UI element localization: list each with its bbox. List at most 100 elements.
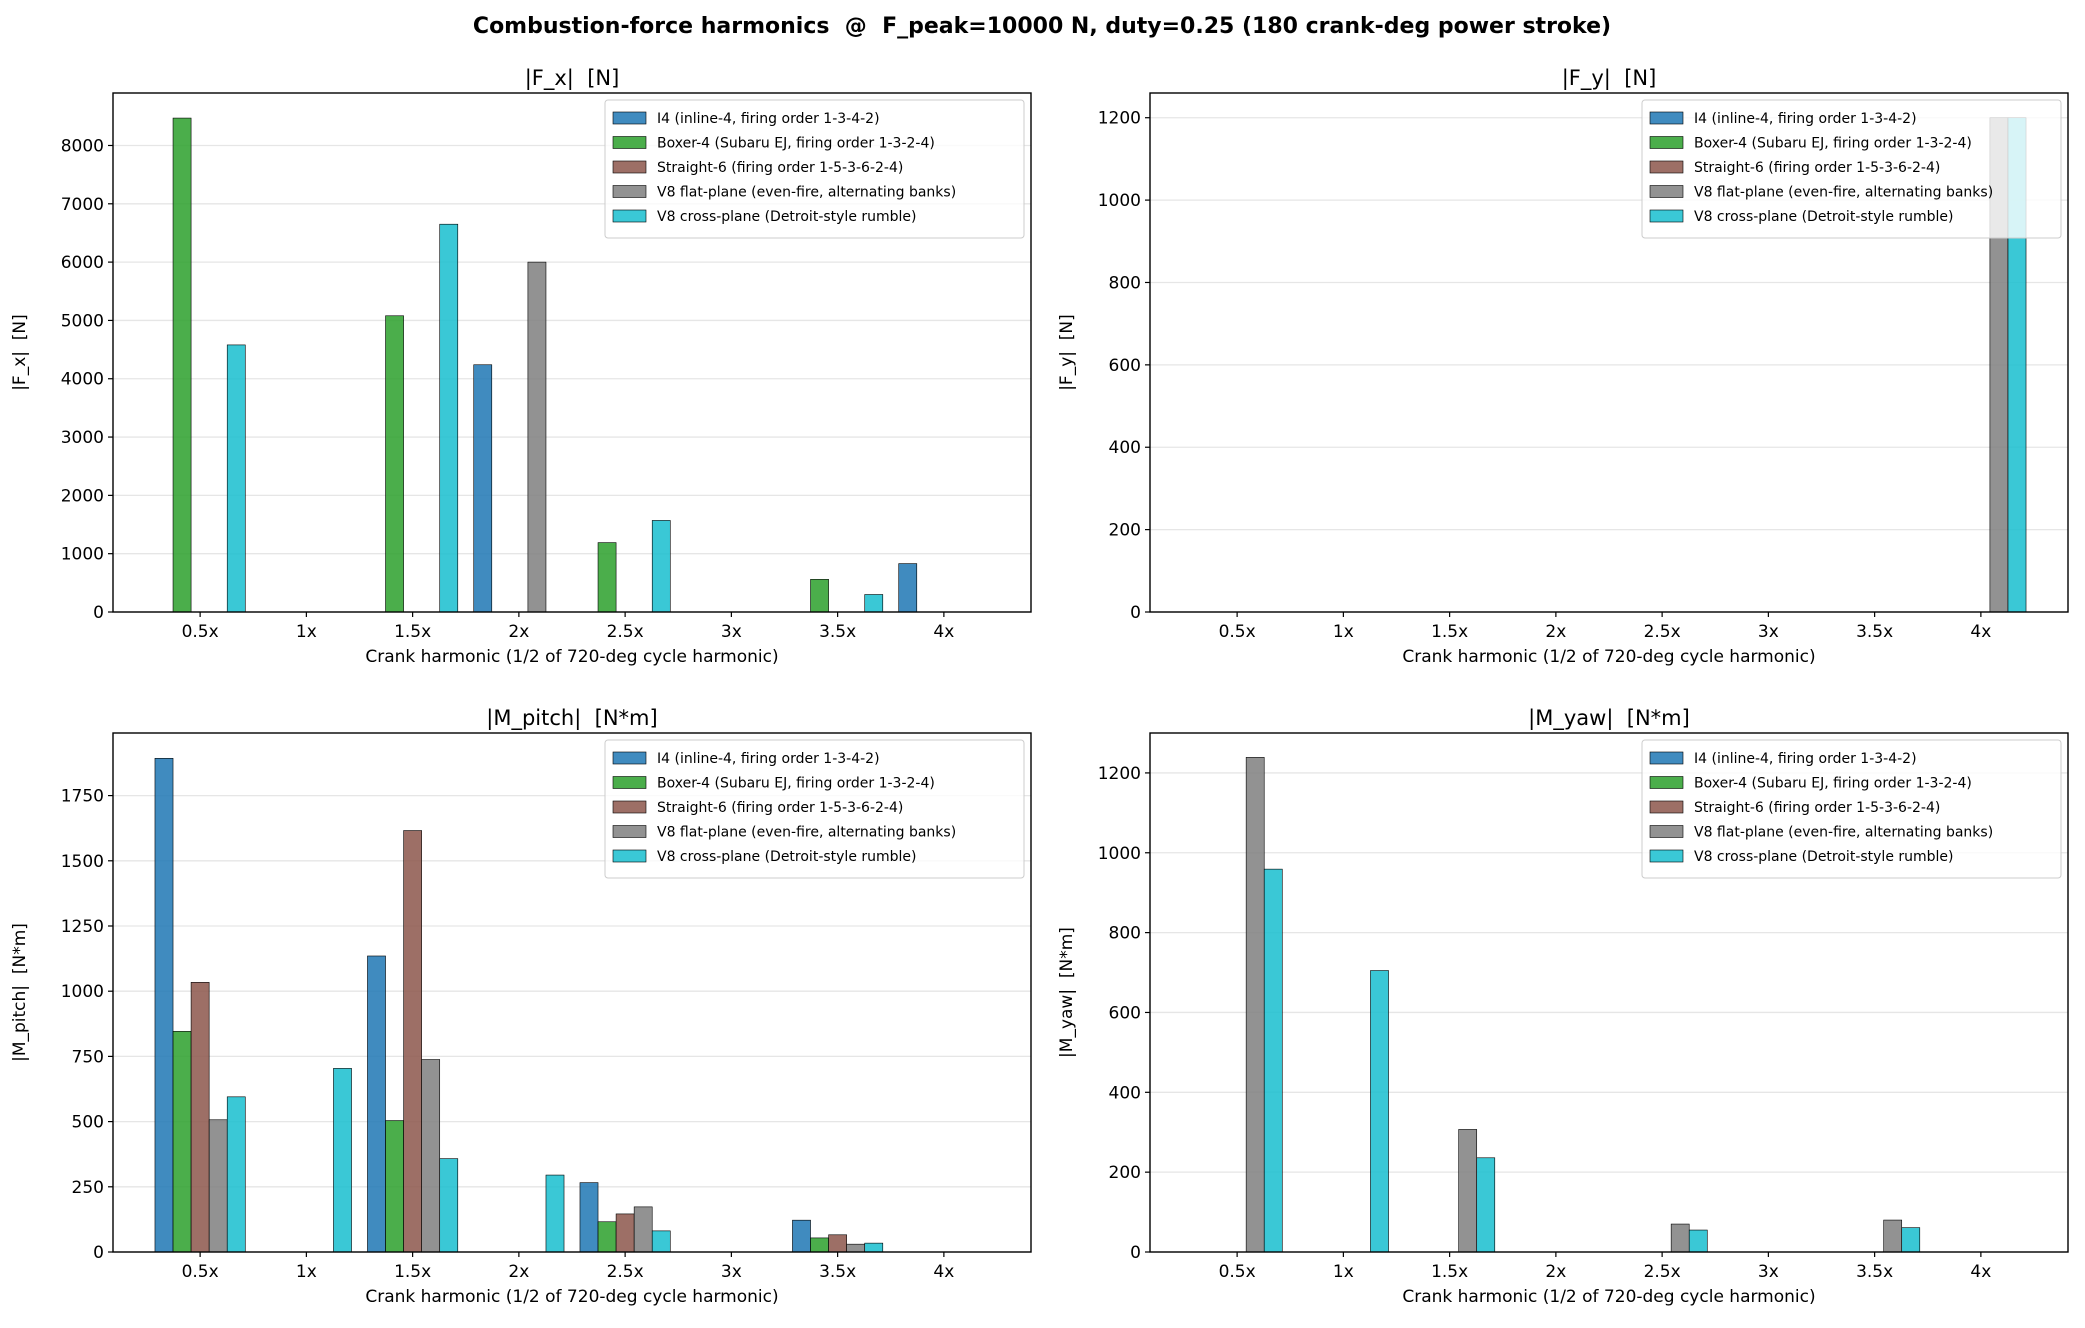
axes-frame	[112, 92, 1032, 613]
x-tick-label: 2.5x	[1644, 1262, 1681, 1282]
legend-label: Straight-6 (firing order 1-5-3-6-2-4)	[657, 160, 903, 176]
bar-5-0.5x	[226, 1096, 246, 1253]
bar-1-1.5x	[367, 955, 386, 1253]
bar-5-0.5x	[226, 344, 246, 613]
x-tick-label: 3.5x	[1856, 622, 1893, 642]
legend-label: V8 flat-plane (even-fire, alternating ba…	[1694, 825, 1993, 841]
x-tick-label: 0.5x	[182, 622, 219, 642]
bar-5-3.5x	[864, 1242, 884, 1253]
bar-4-2.5x	[633, 1206, 653, 1253]
y-tick-label: 800	[1109, 924, 1141, 944]
x-tick-label: 3x	[1758, 622, 1779, 642]
legend-label: Straight-6 (firing order 1-5-3-6-2-4)	[1694, 800, 1940, 816]
x-tick-label: 0.5x	[1219, 1262, 1256, 1282]
bar-5-0.5x	[1263, 868, 1283, 1253]
x-tick-label: 3.5x	[819, 1262, 856, 1282]
legend-swatch	[612, 160, 647, 174]
x-tick-label: 0.5x	[1219, 622, 1256, 642]
bar-4-1.5x	[421, 1059, 441, 1253]
bar-1-0.5x	[154, 757, 174, 1253]
subplot-2: 0 200 400 600 800 1000 1200 0.5x 1x 1.5x 2x 2.5x 3x 3…	[1057, 66, 2069, 667]
legend-swatch	[1649, 776, 1684, 789]
bar-5-3.5x	[1901, 1227, 1921, 1253]
x-tick-label: 1x	[296, 622, 317, 642]
legend-label: Straight-6 (firing order 1-5-3-6-2-4)	[1694, 160, 1940, 176]
legend-swatch	[612, 825, 647, 838]
legend-swatch	[1649, 209, 1684, 223]
x-tick-label: 1.5x	[394, 622, 431, 642]
y-tick-label: 400	[1109, 438, 1141, 458]
y-tick-label: 1200	[1098, 764, 1141, 784]
bar-3-0.5x	[190, 982, 210, 1253]
y-tick-label: 250	[72, 1178, 104, 1198]
figure-title: Combustion-force harmonics @ F_peak=1000…	[473, 14, 1611, 39]
axes-frame	[1149, 732, 2069, 1253]
x-tick-label: 1x	[1333, 622, 1354, 642]
bar-5-2.5x	[1688, 1229, 1708, 1253]
bar-1-2.5x	[579, 1182, 599, 1253]
bar-1-3.5x	[792, 1219, 811, 1253]
bar-4-0.5x	[1245, 757, 1265, 1253]
legend: I4 (inline-4, firing order 1-3-4-2) Boxer…	[604, 739, 1025, 879]
legend-swatch	[612, 209, 647, 223]
legend-label: Boxer-4 (Subaru EJ, firing order 1-3-2-4…	[657, 136, 935, 152]
legend-swatch	[612, 751, 647, 765]
legend: I4 (inline-4, firing order 1-3-4-2) Boxer…	[1641, 99, 2062, 239]
x-axis-label: Crank harmonic (1/2 of 720-deg cycle har…	[365, 647, 778, 667]
subplot-title: |F_y| [N]	[1562, 66, 1657, 91]
bar-2-1.5x	[385, 1120, 404, 1253]
x-tick-label: 1x	[1333, 1262, 1354, 1282]
subplot-1: 0 1000 2000 3000 4000 5000 6000 7000 8000 0.5x 1x 1…	[10, 66, 1032, 667]
x-tick-label: 2.5x	[607, 1262, 644, 1282]
x-tick-label: 3x	[721, 1262, 742, 1282]
x-tick-label: 2.5x	[607, 622, 644, 642]
bar-5-1.5x	[439, 1158, 459, 1253]
bar-3-2.5x	[615, 1213, 635, 1253]
legend-label: V8 cross-plane (Detroit-style rumble)	[1694, 849, 1954, 865]
legend: I4 (inline-4, firing order 1-3-4-2) Boxer…	[604, 99, 1025, 239]
bar-2-2.5x	[597, 1221, 617, 1253]
x-tick-label: 1.5x	[394, 1262, 431, 1282]
y-tick-label: 5000	[61, 311, 104, 331]
legend-label: I4 (inline-4, firing order 1-3-4-2)	[1694, 751, 1917, 767]
subplot-4: 0 200 400 600 800 1000 1200 0.5x 1x 1.5x 2x 2.5x 3x 3…	[1057, 706, 2069, 1307]
y-tick-label: 600	[1109, 356, 1141, 376]
bar-5-1x	[1370, 970, 1389, 1253]
y-tick-label: 400	[1109, 1083, 1141, 1103]
y-tick-label: 4000	[61, 370, 104, 390]
x-axis-label: Crank harmonic (1/2 of 720-deg cycle har…	[1402, 1287, 1815, 1307]
bar-2-0.5x	[172, 117, 192, 613]
legend-label: V8 cross-plane (Detroit-style rumble)	[657, 849, 917, 865]
bar-5-2.5x	[651, 520, 671, 613]
y-tick-label: 1250	[61, 917, 104, 937]
bar-4-1.5x	[1458, 1129, 1478, 1253]
legend-frame	[1641, 739, 2062, 879]
legend-swatch	[1649, 800, 1684, 814]
y-tick-label: 200	[1109, 1163, 1141, 1183]
axes-frame	[1149, 92, 2069, 613]
x-tick-label: 0.5x	[182, 1262, 219, 1282]
y-tick-label: 1000	[1098, 191, 1141, 211]
x-axis-label: Crank harmonic (1/2 of 720-deg cycle har…	[365, 1287, 778, 1307]
legend-swatch	[612, 111, 647, 125]
legend-frame	[1641, 99, 2062, 239]
legend-swatch	[612, 800, 647, 814]
x-tick-label: 4x	[1970, 1262, 1991, 1282]
subplot-3: 0 250 500 750 1000 1250 1500 1750 0.5x 1x 1.5x 2x 2.…	[10, 706, 1032, 1307]
legend-label: V8 flat-plane (even-fire, alternating ba…	[657, 185, 956, 201]
x-tick-label: 3x	[721, 622, 742, 642]
legend-swatch	[612, 185, 647, 198]
legend-swatch	[1649, 849, 1684, 863]
legend-label: I4 (inline-4, firing order 1-3-4-2)	[657, 751, 880, 767]
y-axis-label: |F_y| [N]	[1057, 314, 1077, 391]
bar-2-0.5x	[172, 1031, 192, 1253]
y-tick-label: 0	[1130, 603, 1141, 623]
bar-3-1.5x	[403, 830, 422, 1253]
y-tick-label: 800	[1109, 273, 1141, 293]
bar-2-2.5x	[597, 542, 617, 613]
y-tick-label: 1500	[61, 852, 104, 872]
y-axis-label: |F_x| [N]	[10, 314, 30, 391]
y-tick-label: 1000	[61, 545, 104, 565]
legend-swatch	[1649, 136, 1684, 149]
